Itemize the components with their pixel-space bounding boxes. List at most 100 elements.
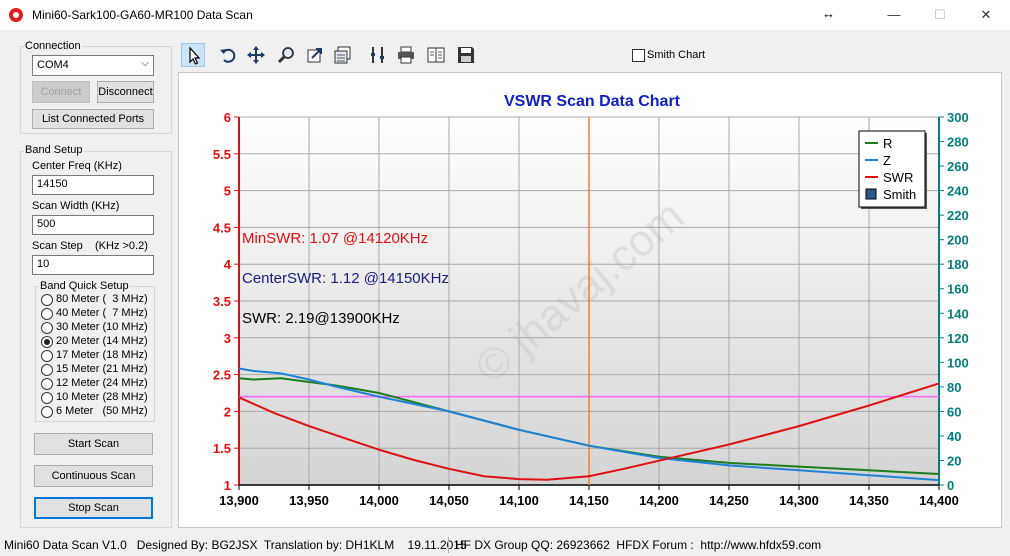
list-ports-button[interactable]: List Connected Ports <box>32 109 154 129</box>
x-tick-label: 14,250 <box>709 493 749 508</box>
zoom-icon[interactable] <box>274 43 298 67</box>
y-left-tick-label: 1 <box>224 478 231 493</box>
band-setup-label: Band Setup <box>24 144 84 156</box>
legend-swatch-smith <box>865 188 877 200</box>
y-right-tick-label: 240 <box>947 184 969 199</box>
y-left-tick-label: 2 <box>224 404 231 419</box>
band-option-label: 20 Meter (14 MHz) <box>56 335 148 347</box>
band-quick-setup-label: Band Quick Setup <box>39 280 130 292</box>
start-scan-button[interactable]: Start Scan <box>34 433 153 455</box>
scan-width-label: Scan Width (KHz) <box>32 200 120 212</box>
connection-group <box>20 46 172 134</box>
scan-step-label: Scan Step <box>32 240 83 252</box>
pan-icon[interactable] <box>244 43 268 67</box>
chart-title: VSWR Scan Data Chart <box>504 93 681 110</box>
band-option-label: 12 Meter (24 MHz) <box>56 377 148 389</box>
y-right-tick-label: 40 <box>947 429 961 444</box>
y-left-tick-label: 4.5 <box>213 220 231 235</box>
x-tick-label: 13,900 <box>219 493 259 508</box>
legend-label: Z <box>883 153 891 168</box>
y-right-tick-label: 80 <box>947 380 961 395</box>
connection-group-label: Connection <box>24 40 82 52</box>
scan-step-hint: (KHz >0.2) <box>95 240 148 252</box>
series-line-swr <box>238 382 940 481</box>
legend-label: R <box>883 136 892 151</box>
band-radio[interactable] <box>41 336 53 348</box>
y-right-tick-label: 200 <box>947 233 969 248</box>
band-option-label: 10 Meter (28 MHz) <box>56 391 148 403</box>
band-radio[interactable] <box>41 294 53 306</box>
maximize-button[interactable]: ☐ <box>934 7 946 22</box>
y-right-tick-label: 280 <box>947 135 969 150</box>
x-tick-label: 14,300 <box>779 493 819 508</box>
y-left-tick-label: 5.5 <box>213 147 231 162</box>
band-radio[interactable] <box>41 322 53 334</box>
chart-annotation: MinSWR: 1.07 @14120KHz <box>242 230 428 247</box>
x-tick-label: 14,050 <box>429 493 469 508</box>
close-button[interactable]: ✕ <box>980 7 992 22</box>
y-right-tick-label: 160 <box>947 282 969 297</box>
x-tick-label: 14,150 <box>569 493 609 508</box>
stop-scan-button[interactable]: Stop Scan <box>34 497 153 519</box>
chevron-down-icon: ⌵ <box>141 58 149 69</box>
pointer-icon[interactable] <box>181 43 205 67</box>
connect-button[interactable]: Connect <box>32 81 90 103</box>
center-freq-input[interactable]: 14150 <box>32 175 154 195</box>
y-right-tick-label: 20 <box>947 453 961 468</box>
com-port-value: COM4 <box>37 59 69 71</box>
center-freq-label: Center Freq (KHz) <box>32 160 122 172</box>
y-left-tick-label: 3.5 <box>213 294 231 309</box>
y-right-tick-label: 120 <box>947 331 969 346</box>
minimize-button[interactable]: — <box>887 7 901 22</box>
y-left-tick-label: 6 <box>224 110 231 125</box>
title-bar: Mini60-Sark100-GA60-MR100 Data Scan ↔ — … <box>0 0 1010 30</box>
chart-annotation: CenterSWR: 1.12 @14150KHz <box>242 270 449 287</box>
legend-label: SWR <box>883 170 913 185</box>
y-right-tick-label: 100 <box>947 355 969 370</box>
band-option-label: 40 Meter ( 7 MHz) <box>56 307 148 319</box>
undo-zoom-icon[interactable] <box>216 43 240 67</box>
band-radio[interactable] <box>41 350 53 362</box>
x-tick-label: 14,100 <box>499 493 539 508</box>
x-tick-label: 14,400 <box>919 493 959 508</box>
print-icon[interactable] <box>394 43 418 67</box>
resize-icon: ↔ <box>822 6 835 21</box>
copy-data-icon[interactable] <box>331 43 355 67</box>
export-icon[interactable] <box>303 43 327 67</box>
band-radio[interactable] <box>41 308 53 320</box>
scan-width-input[interactable]: 500 <box>32 215 154 235</box>
chart-toolbar <box>178 41 1002 71</box>
settings-icon[interactable] <box>366 43 390 67</box>
y-right-tick-label: 0 <box>947 478 954 493</box>
y-right-tick-label: 300 <box>947 110 969 125</box>
smith-chart-checkbox[interactable] <box>632 49 645 62</box>
scan-step-input[interactable]: 10 <box>32 255 154 275</box>
band-setup-group <box>20 151 172 528</box>
y-left-tick-label: 5 <box>224 184 231 199</box>
band-option-label: 80 Meter ( 3 MHz) <box>56 293 148 305</box>
band-option-label: 17 Meter (18 MHz) <box>56 349 148 361</box>
chart-annotation: SWR: 2.19@13900KHz <box>242 310 400 327</box>
band-option-label: 15 Meter (21 MHz) <box>56 363 148 375</box>
report-icon[interactable] <box>424 43 448 67</box>
band-radio[interactable] <box>41 378 53 390</box>
status-separator <box>448 537 449 553</box>
y-right-tick-label: 180 <box>947 257 969 272</box>
continuous-scan-button[interactable]: Continuous Scan <box>34 465 153 487</box>
disconnect-button[interactable]: Disconnect <box>97 81 154 103</box>
band-radio[interactable] <box>41 392 53 404</box>
x-tick-label: 14,200 <box>639 493 679 508</box>
com-port-select[interactable]: COM4 ⌵ <box>32 55 154 76</box>
band-radio[interactable] <box>41 406 53 418</box>
band-option-label: 6 Meter (50 MHz) <box>56 405 148 417</box>
y-right-tick-label: 140 <box>947 306 969 321</box>
y-right-tick-label: 260 <box>947 159 969 174</box>
save-icon[interactable] <box>454 43 478 67</box>
vswr-chart-panel[interactable]: © jhavaj.com VSWR Scan Data Chart 13,900 13… <box>178 72 1002 528</box>
status-bar: Mini60 Data Scan V1.0 Designed By: BG2JS… <box>0 535 1010 556</box>
band-radio[interactable] <box>41 364 53 376</box>
y-left-tick-label: 4 <box>224 257 232 272</box>
y-left-tick-label: 2.5 <box>213 368 231 383</box>
series-line-z <box>238 367 940 482</box>
